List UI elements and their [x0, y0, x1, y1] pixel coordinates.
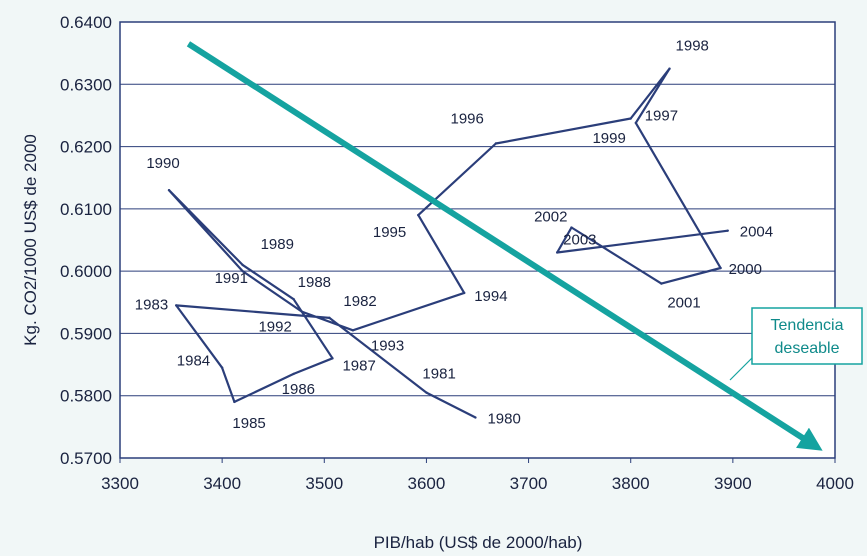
y-tick-label: 0.5700 [60, 449, 112, 468]
x-axis-title: PIB/hab (US$ de 2000/hab) [374, 533, 583, 552]
y-tick-label: 0.5800 [60, 387, 112, 406]
data-point [629, 117, 632, 120]
data-point [494, 142, 498, 145]
data-point [425, 391, 428, 394]
data-point [292, 297, 295, 301]
year-label: 1992 [258, 319, 291, 336]
x-tick-label: 3500 [305, 474, 343, 493]
callout-box [751, 307, 863, 365]
year-label: 1989 [261, 236, 294, 253]
data-point [174, 304, 178, 307]
data-point [555, 251, 559, 254]
y-tick-label: 0.6200 [60, 138, 112, 157]
data-point [474, 416, 477, 419]
data-point [351, 329, 355, 332]
data-point [668, 67, 671, 70]
data-point [300, 310, 304, 313]
year-label: 1983 [135, 296, 168, 313]
y-tick-label: 0.5900 [60, 324, 112, 343]
data-point [726, 229, 729, 232]
year-label: 1986 [282, 381, 315, 398]
data-point [328, 316, 331, 320]
y-tick-labels: 0.5700 0.5800 0.5900 0.6000 0.6100 0.6200 0.63… [60, 13, 112, 468]
data-point [463, 291, 466, 295]
trend-arrow [186, 41, 823, 451]
year-label: 1997 [645, 108, 678, 125]
year-label: 1981 [422, 366, 455, 383]
data-point [331, 357, 334, 360]
callout-leader [729, 357, 753, 381]
y-tick-label: 0.6400 [60, 13, 112, 32]
year-label: 1999 [592, 130, 625, 147]
data-point [634, 121, 638, 125]
data-point [417, 213, 420, 217]
year-label: 1993 [371, 337, 404, 354]
data-series [167, 67, 729, 419]
year-label: 1987 [342, 357, 375, 374]
year-label: 1990 [146, 155, 179, 172]
callout-line-2: deseable [775, 340, 840, 357]
data-point [570, 226, 573, 229]
data-point [660, 282, 663, 285]
data-point [167, 188, 171, 192]
x-tick-label: 3900 [714, 474, 752, 493]
gridlines [120, 83, 835, 397]
year-label: 2002 [534, 209, 567, 226]
y-axis-title: Kg. CO2/1000 US$ de 2000 [21, 134, 40, 346]
year-label: 1984 [177, 353, 210, 370]
x-tick-label: 3700 [510, 474, 548, 493]
x-tick-label: 3800 [612, 474, 650, 493]
year-label: 2000 [729, 261, 762, 278]
year-label: 1995 [373, 224, 406, 241]
data-point [241, 269, 244, 273]
y-tick-label: 0.6000 [60, 262, 112, 281]
data-point [719, 266, 722, 270]
year-label: 2003 [563, 231, 596, 248]
data-point [233, 400, 236, 404]
year-label: 2001 [667, 295, 700, 312]
x-tick-labels: 3300 3400 3500 3600 3700 3800 3900 4000 [101, 458, 854, 493]
x-tick-label: 3600 [408, 474, 446, 493]
data-point [241, 263, 244, 267]
x-tick-label: 4000 [816, 474, 854, 493]
year-label: 1980 [487, 411, 520, 428]
y-tick-label: 0.6300 [60, 75, 112, 94]
trend-arrow-group [186, 41, 823, 451]
point-labels: 1980 1981 1982 1983 1984 1985 1986 1987 1988 1989… [135, 38, 773, 432]
year-label: 1982 [343, 293, 376, 310]
year-label: 1988 [298, 274, 331, 291]
x-tick-label: 3400 [203, 474, 241, 493]
data-point [292, 372, 295, 376]
data-point [220, 366, 224, 369]
year-label: 1998 [676, 38, 709, 55]
year-label: 1991 [215, 270, 248, 287]
year-label: 1985 [232, 415, 265, 432]
year-label: 2004 [740, 224, 773, 241]
year-label: 1994 [474, 288, 507, 305]
x-tick-label: 3300 [101, 474, 139, 493]
y-tick-label: 0.6100 [60, 200, 112, 219]
year-label: 1996 [451, 110, 484, 127]
callout-line-1: Tendencia [771, 317, 844, 334]
